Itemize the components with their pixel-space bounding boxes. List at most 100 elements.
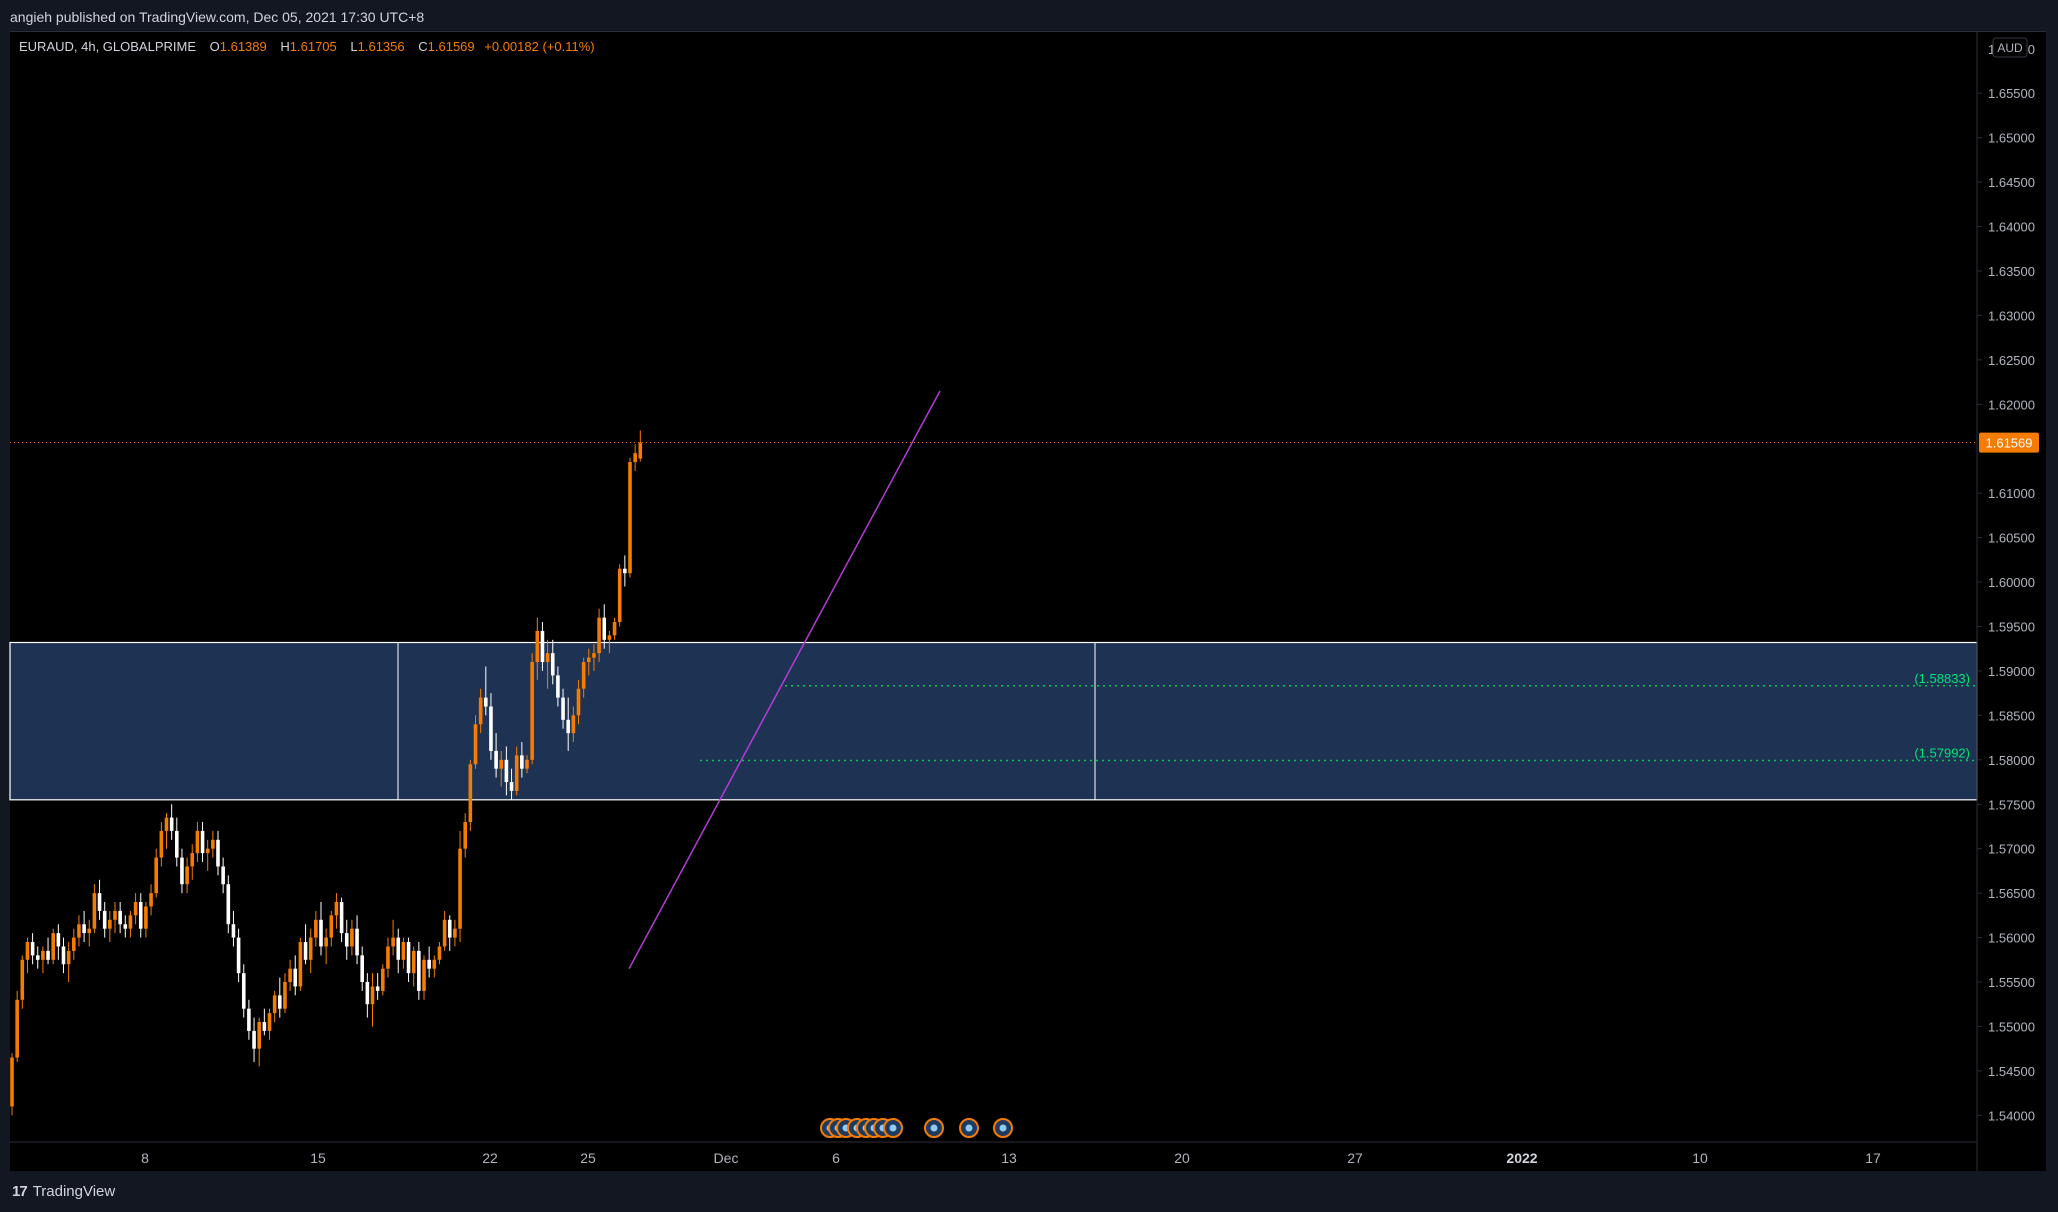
candle-body [344,933,349,947]
candle-body [149,893,153,907]
candle-body [602,617,607,640]
supply-demand-zone[interactable] [9,641,1978,801]
candle-body [576,688,581,716]
legend-low-value: 1.61356 [357,39,405,54]
candle-body [72,937,76,951]
price-tick-label: 1.58500 [1988,708,2035,723]
candle-body [623,568,627,574]
candle-body [437,946,442,960]
candle-body [288,968,292,983]
price-tick-label: 1.60500 [1988,531,2035,546]
legend-symbol[interactable]: EURAUD, 4h, GLOBALPRIME [19,39,196,54]
candle-body [381,968,385,991]
price-axis[interactable]: 1.65500 1.65000 1.64500 1.64000 1.63500 1.630… [1976,31,2035,1171]
time-tick-label: 10 [1692,1150,1708,1166]
candle-body [494,750,498,769]
candle-body [169,817,174,831]
time-tick-label: 15 [310,1150,326,1166]
candle-body [108,919,112,929]
candle-body [303,942,308,960]
candle-body [360,955,364,983]
candle-body [252,1030,256,1049]
candle-body [144,906,148,929]
candle-body [51,933,55,960]
legend-open-value: 1.61389 [219,39,267,54]
event-marker-dot [999,1124,1007,1132]
price-tick-label: 1.57500 [1988,797,2035,812]
currency-label: AUD [1997,41,2023,55]
time-axis[interactable]: 8 15 22 25 Dec 6 13 20 27 2022 10 17 [10,1141,1977,1166]
candle-body [587,657,591,663]
candle-body [550,653,555,676]
time-tick-label: 25 [580,1150,596,1166]
price-tick-label: 1.62000 [1988,397,2035,412]
candle-body [638,442,643,459]
price-tick-label: 1.58000 [1988,753,2035,768]
current-price-label: 1.61569 [1986,436,2033,451]
legend-close-label: C [418,39,428,54]
zone-rectangle[interactable] [9,641,1978,801]
price-tick-label: 1.55000 [1988,1019,2035,1034]
candle-body [473,724,478,765]
candle-body [298,942,303,987]
candle-body [422,959,426,991]
candle-body [540,630,545,663]
level-upper-label: (1.58833) [1914,671,1970,686]
price-tick-label: 1.65000 [1988,131,2035,146]
time-tick-label: 2022 [1506,1150,1537,1166]
candle-body [556,675,560,698]
candle-body [15,999,19,1058]
candle-body [427,959,431,969]
candle-body [267,1013,272,1031]
candle-body [195,830,200,854]
candle-body [607,635,612,640]
candle-body [102,910,107,929]
candle-body [41,950,45,960]
candle-body [66,950,71,965]
candle-body [308,937,313,960]
candle-body [77,924,81,938]
candle-body [113,910,117,920]
candle-body [123,924,128,929]
candle-body [241,973,246,1009]
candle-body [278,995,282,1009]
candle-body [484,697,488,707]
candle-body [180,857,184,885]
candle-body [257,1022,261,1049]
candle-body [442,919,447,947]
candle-body [133,902,138,916]
candle-body [159,830,164,858]
footer-bar: 17 TradingView [0,1171,2058,1212]
time-tick-label: 27 [1347,1150,1363,1166]
candle-body [525,759,529,769]
candle-body [262,1022,267,1031]
tradingview-brand[interactable]: 17 TradingView [12,1183,115,1200]
trendline[interactable] [628,390,941,970]
chart-area[interactable] [10,31,2046,1173]
candle-body [164,817,169,831]
candle-body [35,955,40,960]
legend-change: +0.00182 (+0.11%) [484,39,595,54]
candle-body [478,697,483,725]
candle-body [504,759,509,783]
price-tick-label: 1.54000 [1988,1108,2035,1123]
price-tick-label: 1.57000 [1988,842,2035,857]
candle-body [499,759,504,769]
event-marker-dot [889,1124,897,1132]
event-markers[interactable] [820,1118,1013,1138]
candle-body [30,942,35,956]
brand-name: TradingView [32,1183,116,1200]
candle-body [118,910,122,925]
candle-body [231,924,236,938]
publish-header-bar: angieh published on TradingView.com, Dec… [0,0,2058,31]
candle-body [334,902,339,916]
candle-body [535,630,540,663]
candles-group[interactable] [10,430,643,1116]
candle-body [87,928,92,934]
time-tick-label: 20 [1174,1150,1190,1166]
candle-body [61,946,66,965]
candle-body [509,782,514,791]
price-tick-label: 1.55500 [1988,975,2035,990]
candle-body [221,866,225,885]
